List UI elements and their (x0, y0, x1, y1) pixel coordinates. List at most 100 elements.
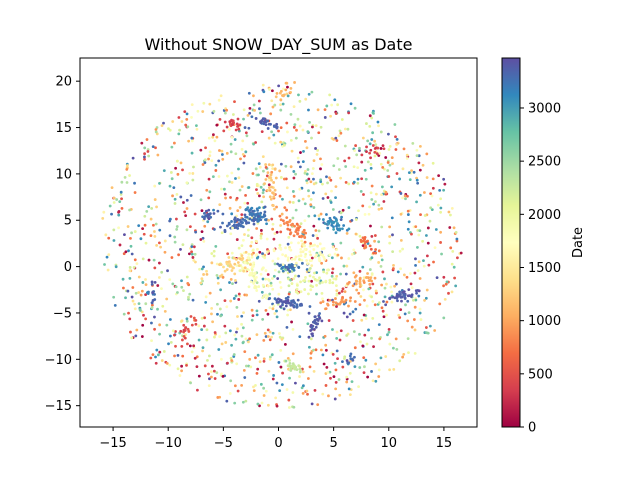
scatter-point (240, 383, 244, 387)
scatter-point (371, 316, 375, 320)
scatter-point (154, 222, 158, 226)
scatter-point (266, 127, 270, 130)
scatter-point (225, 262, 229, 266)
scatter-point (173, 235, 177, 239)
scatter-point (220, 372, 223, 376)
scatter-point (454, 230, 458, 234)
scatter-point (381, 309, 385, 313)
scatter-point (318, 317, 322, 320)
scatter-point (388, 241, 392, 245)
scatter-point (227, 222, 231, 226)
scatter-point (293, 264, 297, 268)
scatter-point (232, 353, 236, 356)
scatter-point (128, 174, 131, 177)
scatter-point (311, 234, 315, 237)
scatter-point (315, 253, 318, 257)
scatter-point (226, 224, 229, 228)
scatter-point (286, 295, 290, 299)
scatter-point (264, 269, 268, 272)
scatter-point (260, 119, 264, 122)
scatter-point (122, 312, 126, 316)
scatter-point (285, 265, 289, 269)
scatter-point (433, 246, 437, 250)
scatter-point (173, 197, 177, 201)
scatter-point (414, 225, 418, 229)
scatter-point (372, 251, 375, 255)
scatter-point (217, 159, 221, 163)
scatter-point (332, 220, 336, 224)
scatter-point (352, 330, 356, 334)
scatter-point (240, 185, 244, 188)
scatter-point (256, 208, 259, 212)
scatter-point (245, 293, 249, 297)
scatter-point (291, 391, 295, 394)
scatter-point (276, 277, 280, 280)
scatter-point (331, 353, 335, 356)
scatter-point (301, 370, 305, 374)
scatter-point (175, 192, 179, 196)
scatter-point (388, 145, 392, 148)
scatter-point (262, 122, 266, 126)
scatter-point (301, 128, 305, 132)
scatter-point (215, 371, 219, 375)
scatter-point (304, 252, 308, 256)
scatter-point (307, 189, 310, 193)
scatter-point (368, 125, 372, 128)
scatter-point (279, 247, 283, 251)
scatter-point (398, 290, 402, 294)
scatter-point (335, 139, 339, 142)
scatter-point (415, 178, 419, 182)
scatter-point (139, 293, 143, 297)
scatter-point (370, 336, 373, 340)
scatter-point (233, 220, 237, 224)
scatter-point (268, 338, 272, 342)
scatter-point (340, 289, 344, 293)
scatter-point (310, 90, 314, 94)
scatter-point (390, 185, 394, 189)
scatter-point (321, 197, 325, 200)
scatter-point (410, 286, 414, 290)
scatter-point (288, 247, 292, 251)
scatter-point (442, 177, 446, 181)
scatter-point (382, 300, 385, 303)
scatter-point (417, 289, 421, 293)
scatter-point (296, 117, 300, 121)
scatter-point (337, 291, 341, 295)
scatter-point (263, 331, 267, 335)
scatter-point (219, 94, 223, 98)
scatter-point (180, 364, 184, 368)
scatter-point (138, 308, 142, 311)
scatter-point (395, 143, 399, 146)
scatter-point (339, 176, 343, 180)
scatter-point (330, 274, 334, 278)
scatter-point (301, 160, 305, 164)
scatter-point (220, 153, 224, 156)
scatter-point (338, 227, 342, 231)
scatter-point (247, 364, 250, 368)
scatter-point (218, 263, 221, 267)
scatter-point (112, 295, 116, 299)
scatter-point (374, 200, 377, 204)
scatter-point (353, 300, 357, 303)
scatter-point (171, 329, 175, 333)
scatter-point (278, 91, 282, 95)
scatter-point (294, 230, 298, 234)
scatter-point (377, 301, 381, 304)
scatter-point (178, 374, 182, 377)
scatter-point (203, 161, 207, 165)
scatter-point (278, 214, 282, 218)
scatter-point (212, 212, 216, 215)
scatter-point (371, 131, 375, 135)
scatter-point (271, 163, 275, 167)
scatter-point (241, 221, 244, 224)
scatter-point (153, 327, 156, 331)
scatter-point (303, 202, 307, 206)
colorbar (501, 57, 521, 428)
scatter-point (324, 192, 328, 196)
scatter-point (150, 306, 154, 309)
scatter-point (258, 165, 262, 169)
scatter-point (380, 283, 384, 287)
scatter-point (328, 176, 331, 180)
scatter-point (261, 252, 264, 256)
scatter-point (140, 335, 144, 338)
